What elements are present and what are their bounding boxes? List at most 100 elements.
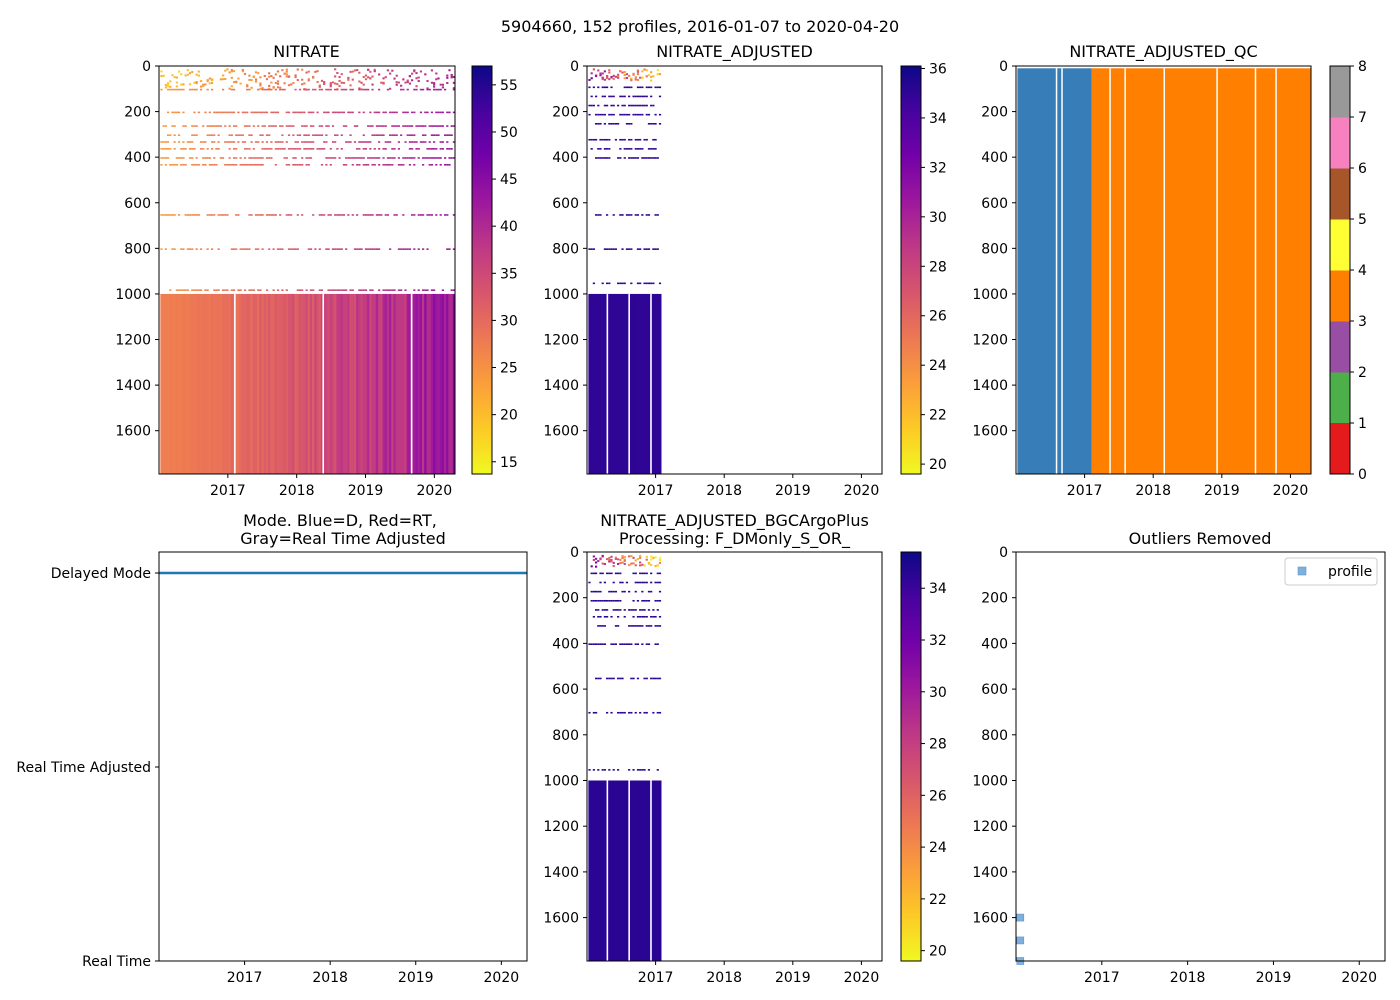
shallow-sample [654, 565, 657, 568]
sparse-sample [312, 214, 315, 216]
shallow-sample [452, 81, 455, 84]
colorbar-frame [471, 65, 493, 475]
sparse-sample [402, 88, 405, 91]
sparse-sample [402, 111, 405, 114]
shallow-sample [184, 74, 187, 77]
shallow-sample [417, 76, 420, 79]
shallow-sample [358, 80, 361, 83]
sparse-sample [619, 95, 622, 98]
sparse-sample [597, 122, 600, 125]
sparse-sample [336, 88, 339, 91]
sparse-sample [658, 86, 662, 89]
sparse-sample [630, 157, 633, 159]
shallow-sample [336, 83, 339, 86]
sparse-sample [173, 88, 176, 91]
shallow-sample [597, 560, 600, 563]
deep-layer-cell [336, 293, 339, 474]
deep-layer-cell [599, 780, 602, 961]
sparse-sample [634, 95, 637, 98]
colorbar-frame [900, 65, 922, 475]
deep-layer-cell [239, 293, 243, 474]
deep-layer-cell [265, 293, 269, 474]
sparse-sample [283, 88, 286, 91]
sparse-sample [182, 148, 185, 150]
sparse-sample [312, 134, 315, 136]
sparse-sample [307, 141, 310, 143]
sparse-sample [417, 289, 420, 291]
sparse-sample [647, 148, 651, 150]
sparse-sample [636, 157, 640, 159]
sparse-sample [413, 164, 416, 166]
sparse-sample [623, 615, 626, 618]
sparse-sample [433, 148, 436, 150]
sparse-sample [349, 157, 352, 159]
sparse-sample [641, 769, 644, 771]
sparse-sample [287, 148, 291, 150]
shallow-sample [391, 69, 394, 72]
sparse-sample [636, 599, 640, 602]
sparse-sample [397, 164, 401, 166]
sparse-sample [177, 289, 181, 291]
sparse-sample [364, 248, 368, 250]
sparse-sample [448, 111, 451, 114]
sparse-sample [254, 214, 258, 216]
sparse-sample [268, 134, 271, 136]
shallow-sample [195, 73, 198, 76]
sparse-sample [630, 643, 633, 645]
shallow-sample [601, 76, 604, 79]
sparse-sample [389, 141, 392, 143]
sparse-sample [303, 134, 306, 136]
sparse-sample [296, 141, 299, 143]
shallow-sample [621, 557, 624, 560]
sparse-sample [378, 125, 381, 127]
deep-layer-cell [208, 293, 212, 474]
sparse-sample [248, 125, 251, 127]
shallow-sample [424, 73, 427, 76]
shallow-sample [274, 81, 277, 84]
sparse-sample [426, 214, 429, 216]
sparse-sample [625, 248, 629, 250]
sparse-sample [658, 615, 662, 618]
sparse-sample [364, 141, 368, 143]
sparse-sample [619, 711, 622, 714]
sparse-sample [606, 157, 609, 159]
sparse-sample [349, 88, 352, 91]
sparse-sample [610, 590, 613, 593]
sparse-sample [169, 164, 172, 166]
deep-layer-cell [428, 293, 432, 474]
sparse-sample [599, 572, 602, 575]
sparse-sample [590, 248, 593, 250]
sparse-sample [654, 148, 657, 150]
sparse-sample [257, 141, 260, 143]
sparse-sample [292, 148, 295, 150]
sparse-sample [389, 111, 392, 114]
sparse-sample [610, 86, 613, 89]
deep-layer-cell [186, 293, 190, 474]
sparse-sample [406, 111, 409, 114]
sparse-sample [195, 164, 198, 166]
sparse-sample [224, 111, 227, 114]
sparse-sample [265, 157, 269, 159]
sparse-sample [610, 643, 613, 645]
x-tick-label: 2018 [1135, 483, 1171, 499]
sparse-sample [606, 86, 609, 89]
sparse-sample [614, 599, 618, 602]
sparse-sample [375, 125, 379, 127]
sparse-sample [215, 164, 218, 166]
sparse-sample [625, 643, 629, 645]
sparse-sample [235, 125, 238, 127]
sparse-sample [342, 111, 346, 114]
shallow-sample [241, 68, 244, 71]
sparse-sample [406, 88, 409, 91]
sparse-sample [647, 214, 651, 216]
sparse-sample [274, 141, 277, 143]
sparse-sample [265, 148, 269, 150]
sparse-sample [601, 625, 604, 627]
sparse-sample [228, 125, 231, 127]
sparse-sample [180, 248, 183, 250]
sparse-sample [422, 88, 425, 91]
sparse-sample [650, 86, 653, 89]
sparse-sample [652, 148, 655, 150]
sparse-sample [202, 125, 205, 127]
sparse-sample [601, 138, 604, 141]
